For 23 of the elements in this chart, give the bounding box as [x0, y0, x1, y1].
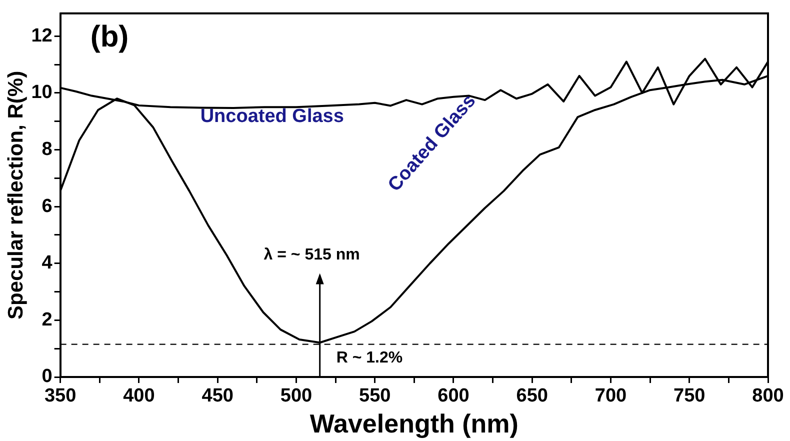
y-tick-label: 4: [42, 252, 53, 274]
y-axis-title: Specular reflection, R(%): [4, 70, 28, 320]
x-tick-label: 400: [123, 386, 155, 407]
ref-line-label: R ~ 1.2%: [336, 350, 403, 367]
x-tick-label: 700: [594, 386, 627, 407]
y-tick-label: 10: [31, 82, 52, 104]
x-tick-label: 650: [516, 386, 548, 407]
x-axis-title: Wavelength (nm): [310, 408, 518, 439]
series-label: Uncoated Glass: [200, 106, 344, 128]
x-tick-label: 750: [674, 386, 706, 407]
x-tick-label: 500: [280, 386, 312, 407]
x-tick-label: 600: [438, 386, 470, 407]
x-tick-label: 350: [44, 386, 76, 407]
y-tick-label: 2: [42, 309, 52, 330]
y-tick-label: 12: [31, 25, 52, 46]
annotation: λ = ~ 515 nm: [264, 246, 360, 264]
y-tick-label: 6: [42, 196, 52, 217]
x-tick-label: 550: [359, 386, 391, 407]
y-tick-label: 8: [42, 138, 52, 160]
x-tick-label: 800: [752, 386, 784, 407]
x-tick-label: 450: [202, 386, 234, 407]
y-tick-label: 0: [42, 366, 52, 388]
annotation: (b): [90, 20, 129, 54]
